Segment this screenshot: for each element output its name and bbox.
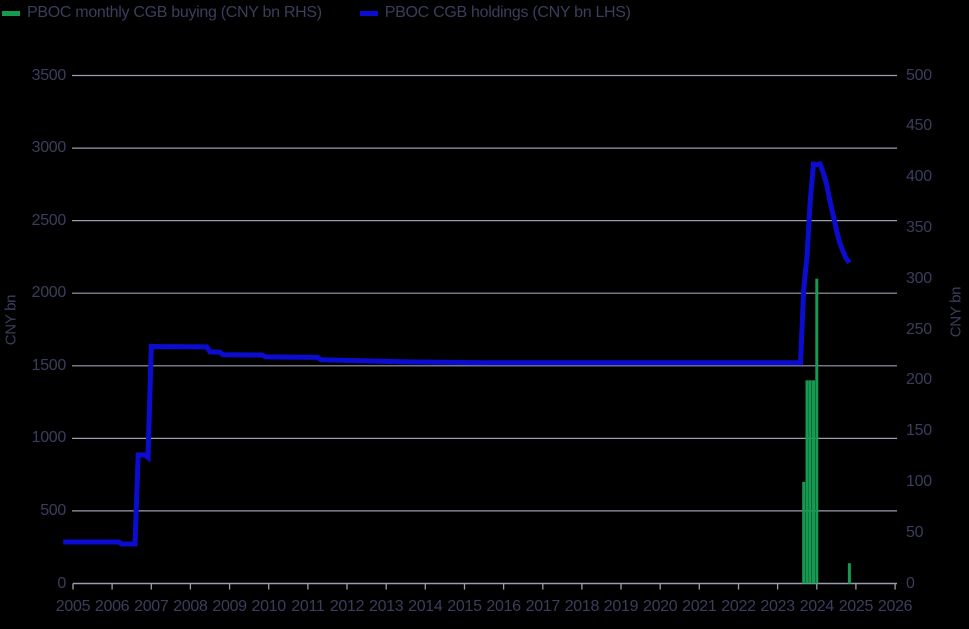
x-tick-label: 2008 xyxy=(173,598,208,615)
buying-bar xyxy=(815,278,819,584)
x-tick-label: 2021 xyxy=(682,598,717,615)
x-tick-label: 2024 xyxy=(799,598,835,615)
x-tick-label: 2022 xyxy=(721,598,756,615)
right-tick-label: 150 xyxy=(906,422,932,440)
right-tick-label: 100 xyxy=(906,472,932,490)
x-tick-label: 2011 xyxy=(291,598,325,615)
legend-item-holdings: PBOC CGB holdings (CNY bn LHS) xyxy=(359,4,631,22)
buying-bar xyxy=(812,380,815,584)
buying-bar xyxy=(805,380,809,584)
left-tick-label: 1000 xyxy=(31,429,67,447)
x-tick-label: 2015 xyxy=(447,598,482,615)
right-tick-label: 500 xyxy=(906,66,932,84)
right-tick-label: 400 xyxy=(906,168,932,186)
x-tick-label: 2017 xyxy=(525,598,561,615)
x-tick-label: 2020 xyxy=(642,598,678,615)
x-tick-label: 2019 xyxy=(603,598,639,615)
x-tick-label: 2025 xyxy=(838,598,874,615)
x-tick-label: 2010 xyxy=(251,598,286,615)
x-tick-label: 2026 xyxy=(877,598,913,615)
buying-bar xyxy=(802,481,806,584)
left-tick-label: 500 xyxy=(40,501,66,519)
right-tick-label: 350 xyxy=(906,218,932,236)
x-tick-label: 2018 xyxy=(564,598,600,615)
x-tick-label: 2023 xyxy=(760,598,795,615)
holdings-line xyxy=(63,161,852,547)
x-tick-label: 2005 xyxy=(55,598,91,615)
right-tick-label: 250 xyxy=(906,320,932,338)
x-tick-label: 2006 xyxy=(94,598,130,615)
left-tick-label: 2500 xyxy=(31,211,67,229)
left-tick-label: 3000 xyxy=(31,139,67,157)
left-tick-label: 1500 xyxy=(31,356,67,374)
x-tick-label: 2009 xyxy=(212,598,247,615)
x-tick-label: 2007 xyxy=(134,598,169,615)
left-tick-label: 0 xyxy=(57,574,66,592)
right-tick-label: 200 xyxy=(906,371,932,389)
left-tick-label: 2000 xyxy=(31,284,67,302)
left-axis-title: CNY bn xyxy=(2,294,20,346)
legend-marker-blue-icon xyxy=(359,10,378,16)
x-tick-label: 2016 xyxy=(486,598,521,615)
right-tick-label: 50 xyxy=(906,523,924,541)
buying-bar xyxy=(808,380,812,584)
legend: PBOC monthly CGB buying (CNY bn RHS) PBO… xyxy=(2,3,631,23)
left-tick-label: 3500 xyxy=(31,66,67,84)
right-tick-label: 300 xyxy=(906,269,932,287)
x-tick-label: 2012 xyxy=(329,598,365,615)
right-tick-label: 450 xyxy=(906,117,932,135)
buying-bar xyxy=(847,563,851,584)
x-tick-label: 2014 xyxy=(408,598,443,615)
x-tick-label: 2013 xyxy=(368,598,404,615)
legend-marker-green-icon xyxy=(2,10,20,16)
legend-label-holdings: PBOC CGB holdings (CNY bn LHS) xyxy=(384,4,631,21)
legend-label-buying: PBOC monthly CGB buying (CNY bn RHS) xyxy=(27,4,322,21)
legend-item-buying: PBOC monthly CGB buying (CNY bn RHS) xyxy=(2,4,322,22)
right-tick-label: 0 xyxy=(906,574,915,592)
